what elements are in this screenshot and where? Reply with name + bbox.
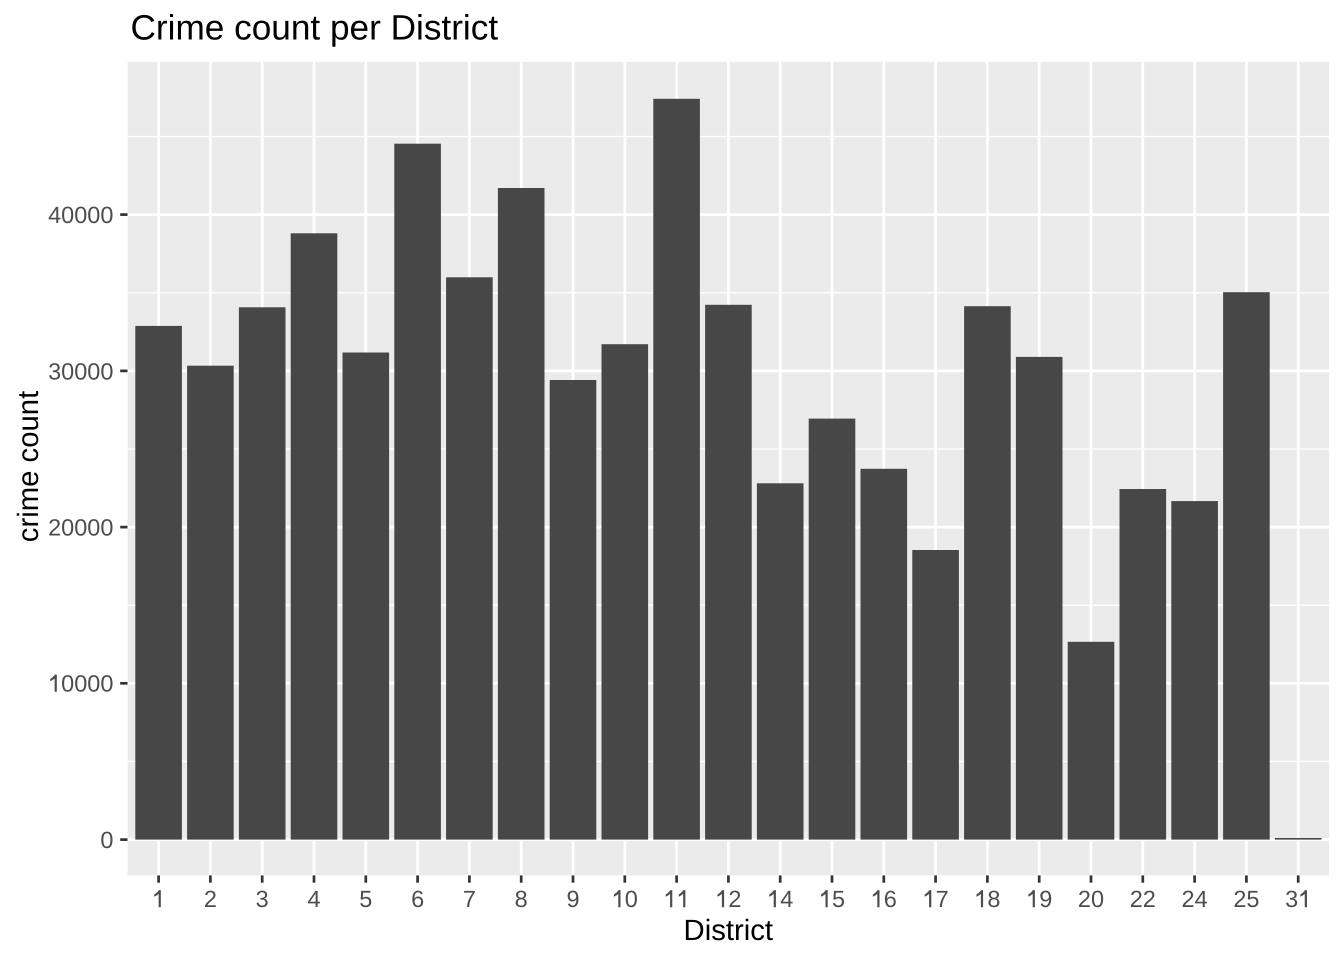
svg-text:0: 0 xyxy=(87,358,100,384)
svg-text:5: 5 xyxy=(1246,886,1259,912)
svg-text:0: 0 xyxy=(100,827,113,853)
svg-text:8: 8 xyxy=(987,886,1000,912)
svg-text:6: 6 xyxy=(884,886,897,912)
svg-text:0: 0 xyxy=(87,515,100,541)
svg-text:3: 3 xyxy=(48,358,61,384)
svg-text:2: 2 xyxy=(1143,886,1156,912)
svg-text:4: 4 xyxy=(1195,886,1208,912)
svg-text:0: 0 xyxy=(61,671,74,697)
svg-text:3: 3 xyxy=(1285,886,1298,912)
svg-text:0: 0 xyxy=(87,202,100,228)
svg-text:Crime count per District: Crime count per District xyxy=(131,9,499,48)
svg-text:5: 5 xyxy=(832,886,845,912)
svg-text:2: 2 xyxy=(728,886,741,912)
svg-text:0: 0 xyxy=(100,671,113,697)
svg-text:3: 3 xyxy=(256,886,269,912)
svg-text:0: 0 xyxy=(1091,886,1104,912)
svg-text:0: 0 xyxy=(100,202,113,228)
svg-text:9: 9 xyxy=(566,886,579,912)
svg-text:6: 6 xyxy=(411,886,424,912)
svg-text:0: 0 xyxy=(61,358,74,384)
svg-text:7: 7 xyxy=(463,886,476,912)
svg-text:0: 0 xyxy=(100,358,113,384)
svg-text:2: 2 xyxy=(48,515,61,541)
svg-text:4: 4 xyxy=(307,886,320,912)
svg-text:4: 4 xyxy=(780,886,793,912)
svg-text:0: 0 xyxy=(61,202,74,228)
svg-text:2: 2 xyxy=(1233,886,1246,912)
svg-text:0: 0 xyxy=(100,515,113,541)
svg-text:0: 0 xyxy=(61,515,74,541)
svg-text:7: 7 xyxy=(936,886,949,912)
svg-text:District: District xyxy=(684,914,774,947)
svg-text:0: 0 xyxy=(74,358,87,384)
svg-text:2: 2 xyxy=(1182,886,1195,912)
svg-text:0: 0 xyxy=(625,886,638,912)
svg-text:0: 0 xyxy=(74,515,87,541)
svg-text:2: 2 xyxy=(1078,886,1091,912)
svg-text:2: 2 xyxy=(1130,886,1143,912)
svg-text:0: 0 xyxy=(87,671,100,697)
svg-text:5: 5 xyxy=(359,886,372,912)
svg-text:8: 8 xyxy=(515,886,528,912)
svg-text:crime count: crime count xyxy=(12,391,45,542)
svg-text:4: 4 xyxy=(48,202,61,228)
svg-text:0: 0 xyxy=(74,202,87,228)
svg-text:2: 2 xyxy=(204,886,217,912)
svg-text:0: 0 xyxy=(74,671,87,697)
svg-text:9: 9 xyxy=(1039,886,1052,912)
